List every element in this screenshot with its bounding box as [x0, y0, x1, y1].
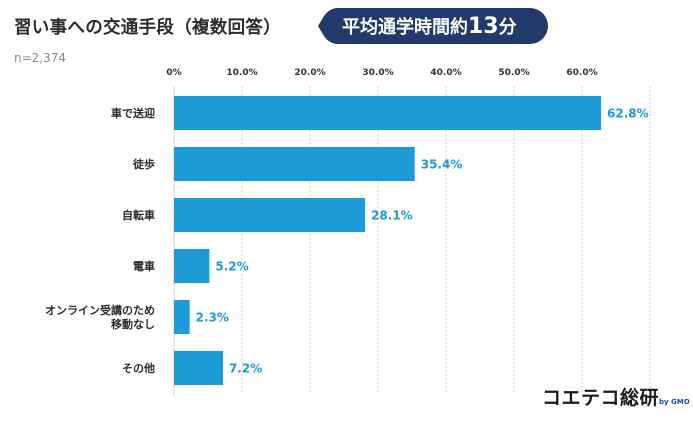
- badge-unit: 分: [498, 17, 517, 38]
- category-label: 電車: [133, 259, 155, 273]
- category-label: 徒歩: [132, 157, 155, 171]
- badge-shape: [318, 8, 548, 44]
- data-label: 35.4%: [421, 158, 463, 172]
- tick-label: 60.0%: [566, 68, 597, 78]
- badge-number: 13: [468, 14, 499, 39]
- bar: [174, 96, 602, 130]
- category-label: オンライン受講のため: [45, 303, 155, 317]
- tick-label: 10.0%: [226, 68, 257, 78]
- data-label: 5.2%: [215, 260, 248, 274]
- bar: [174, 198, 366, 232]
- bar: [174, 300, 190, 334]
- sample-size: n=2,374: [14, 51, 67, 65]
- logo-by: by GMO: [659, 398, 690, 406]
- data-label: 2.3%: [196, 311, 229, 325]
- brand-logo: コエテコ総研by GMO: [542, 383, 690, 410]
- logo-text: コエテコ総研: [542, 387, 660, 409]
- tick-label: 40.0%: [430, 68, 461, 78]
- tick-label: 0%: [166, 68, 181, 78]
- bar: [174, 147, 415, 181]
- badge-label: 平均通学時間約: [342, 17, 468, 38]
- data-label: 62.8%: [607, 107, 649, 121]
- average-commute-badge: 平均通学時間約13分: [318, 8, 548, 44]
- category-label: 車で送迎: [111, 106, 155, 120]
- tick-label: 50.0%: [498, 68, 529, 78]
- bar: [174, 249, 210, 283]
- data-label: 7.2%: [229, 362, 262, 376]
- category-label: その他: [122, 361, 155, 375]
- badge-text: 平均通学時間約13分: [342, 13, 517, 39]
- tick-label: 20.0%: [294, 68, 325, 78]
- category-label: 自転車: [122, 208, 155, 222]
- bar: [174, 351, 223, 385]
- chart-title: 習い事への交通手段（複数回答）: [14, 18, 281, 38]
- category-label: 移動なし: [111, 317, 155, 331]
- data-label: 28.1%: [371, 209, 413, 223]
- tick-label: 30.0%: [362, 68, 393, 78]
